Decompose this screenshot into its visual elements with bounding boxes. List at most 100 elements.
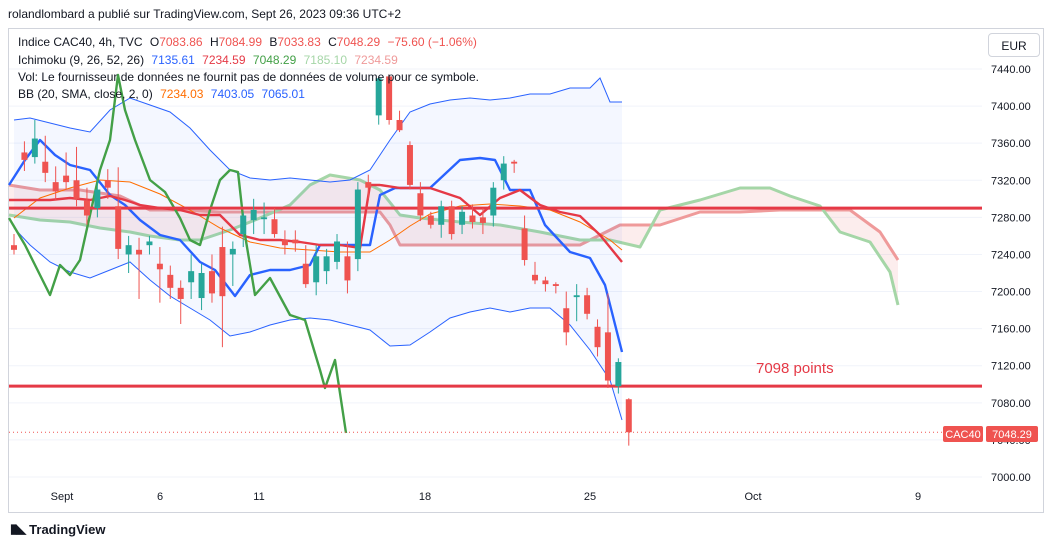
candle (11, 234, 17, 255)
candle (427, 211, 434, 229)
candle-body (448, 206, 455, 235)
candle-body (354, 189, 361, 260)
candle (188, 254, 195, 299)
candle (500, 156, 507, 190)
candle (94, 180, 101, 218)
x-tick-label: 18 (419, 491, 431, 503)
candle-body (52, 182, 59, 192)
ichimoku-base-value: 7234.59 (202, 53, 246, 67)
bb-lower-value: 7065.01 (261, 87, 305, 101)
bb-lower-line (13, 227, 623, 421)
candle (115, 167, 122, 260)
candle (521, 215, 528, 266)
legend-volume[interactable]: Vol: Le fournisseur de données ne fourni… (18, 70, 483, 84)
time-axis: Sept 6 11 18 25 Oct 9 (51, 491, 921, 503)
chart-frame (8, 28, 1044, 513)
tradingview-footer[interactable]: ▮◣ TradingView (10, 521, 106, 537)
candle (313, 245, 320, 296)
candle (469, 204, 476, 229)
candle (156, 247, 163, 303)
bb-basis-value: 7234.03 (160, 87, 204, 101)
base-line (9, 183, 623, 263)
candle (396, 110, 403, 133)
candle (511, 159, 518, 173)
candle (42, 135, 49, 183)
price-chart[interactable]: 7000.007040.007080.007120.007160.007200.… (0, 0, 1053, 520)
candle (198, 263, 205, 311)
candle (334, 234, 341, 270)
bb-label: BB (20, SMA, close, 2, 0) (18, 87, 153, 101)
candle-body (94, 189, 101, 209)
candle-body (188, 271, 195, 283)
candle (459, 206, 466, 235)
candle-body (334, 241, 341, 262)
legend-symbol-line: Indice CAC40, 4h, TVC O7083.86 H7084.99 … (18, 35, 481, 49)
ichimoku-spanB-value: 7234.59 (354, 53, 398, 67)
candle-body (292, 239, 299, 244)
candle-body (375, 78, 382, 116)
candle-body (125, 245, 132, 255)
candle-body (386, 76, 393, 120)
candle-body (365, 182, 372, 188)
candle-body (219, 247, 226, 297)
candle-body (604, 332, 611, 381)
candle (354, 182, 361, 272)
lagging-span-line (7, 73, 348, 434)
candle (448, 200, 455, 240)
candle (594, 319, 601, 357)
candle (261, 202, 268, 235)
candle (136, 237, 143, 299)
candle (229, 241, 236, 286)
candle-body (167, 274, 174, 288)
candle (584, 287, 591, 320)
candle (21, 141, 28, 171)
price-tag-bg (986, 426, 1038, 442)
candle (563, 291, 570, 346)
ohlc-close: C7048.29 (328, 35, 381, 49)
y-tick-label: 7200.00 (991, 287, 1031, 299)
candle-body (250, 209, 257, 221)
candle-body (542, 280, 549, 285)
candle-body (208, 271, 215, 294)
candle (125, 235, 132, 273)
candle (615, 358, 622, 394)
candle-body (240, 215, 247, 235)
y-tick-label: 7160.00 (991, 324, 1031, 336)
candle-body (563, 308, 570, 333)
candle-body (594, 326, 601, 348)
x-tick-label: 11 (253, 491, 264, 503)
legend-ichimoku[interactable]: Ichimoku (9, 26, 52, 26) 7135.61 7234.59… (18, 53, 402, 67)
currency-selector[interactable]: EUR (988, 33, 1040, 57)
candle (240, 212, 247, 248)
bb-upper-line (13, 77, 622, 183)
candle (302, 245, 309, 288)
candle (365, 174, 372, 199)
candlesticks (11, 74, 632, 446)
y-tick-label: 7400.00 (991, 101, 1031, 113)
x-tick-label: 25 (584, 491, 596, 503)
candle (250, 198, 257, 235)
candle-body (417, 193, 424, 216)
candle-body (427, 215, 434, 225)
candle (52, 166, 59, 201)
ohlc-low: B7033.83 (269, 35, 321, 49)
y-tick-label: 7320.00 (991, 175, 1031, 187)
ichimoku-lines (7, 73, 624, 434)
candle-body (42, 161, 49, 173)
candle (281, 230, 288, 255)
candle (542, 276, 549, 292)
candle-body (313, 256, 320, 283)
candle-body (479, 217, 486, 223)
candle-body (438, 206, 445, 225)
span-b-line (8, 183, 900, 261)
candle-body (344, 256, 351, 281)
candle-body (302, 263, 309, 285)
candle (386, 74, 393, 125)
candle (438, 200, 445, 238)
y-tick-label: 7000.00 (991, 472, 1031, 484)
legend-bollinger[interactable]: BB (20, SMA, close, 2, 0) 7234.03 7403.0… (18, 87, 309, 101)
candle-body (177, 287, 184, 299)
y-tick-label: 7440.00 (991, 64, 1031, 76)
candle (146, 235, 153, 255)
y-tick-label: 7120.00 (991, 361, 1031, 373)
